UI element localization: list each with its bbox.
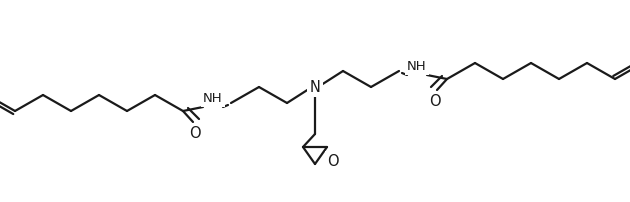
Text: NH: NH <box>203 93 223 105</box>
Text: N: N <box>309 80 321 95</box>
Text: O: O <box>327 154 339 168</box>
Text: O: O <box>189 125 201 141</box>
Text: NH: NH <box>407 61 427 74</box>
Text: O: O <box>429 94 441 108</box>
